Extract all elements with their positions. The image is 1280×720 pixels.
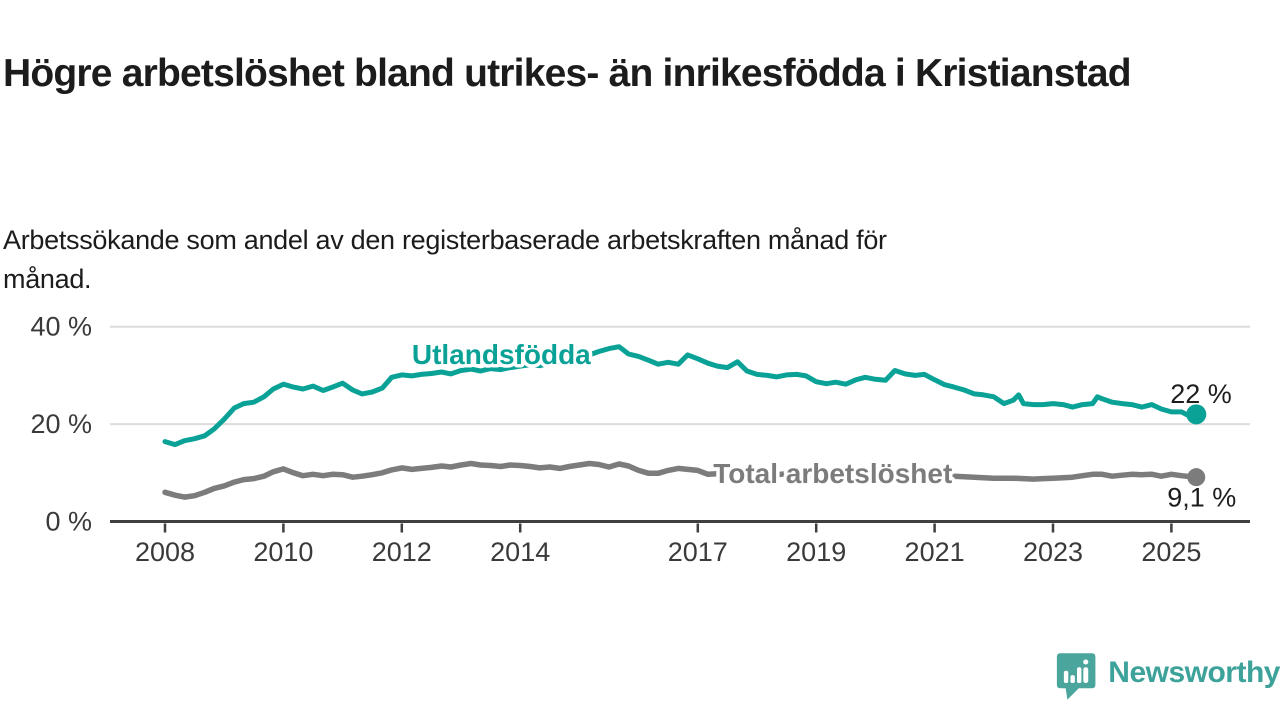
newsworthy-logo: Newsworthy xyxy=(1056,646,1280,706)
x-tick-label: 2012 xyxy=(372,537,432,567)
series-end-dot xyxy=(1186,404,1207,425)
x-tick-label: 2017 xyxy=(668,537,728,567)
speech-bubble-bar-chart-icon xyxy=(1056,653,1096,700)
line-chart: 0 % 20 % 40 % 2008 2010 2012 2014 2017 2019 2021 2… xyxy=(30,312,1250,567)
exclamation-dot xyxy=(1083,659,1089,665)
x-tick-label: 2025 xyxy=(1141,537,1201,567)
series-label: Utlandsfödda xyxy=(412,339,591,370)
speech-bubble-shape xyxy=(1056,653,1096,700)
subtitle-line-2: månad. xyxy=(3,264,92,295)
annotation-label: 9,1 % xyxy=(1167,482,1236,512)
chart-subtitle: Arbetssökande som andel av den registerb… xyxy=(3,221,1213,299)
series-line-total-arbetsl-shet xyxy=(162,460,1200,500)
x-tick-label: 2019 xyxy=(786,537,846,567)
bar-1 xyxy=(1063,670,1069,684)
subtitle-line-1: Arbetssökande som andel av den registerb… xyxy=(3,225,887,255)
x-tick-label: 2008 xyxy=(135,537,195,567)
exclamation-bar xyxy=(1083,667,1089,684)
bar-3 xyxy=(1077,667,1082,684)
y-tick-label: 0 % xyxy=(45,507,92,537)
brand-name: Newsworthy xyxy=(1108,656,1280,689)
annotation-label: 22 % xyxy=(1170,379,1232,409)
series-end-dot xyxy=(1187,468,1206,487)
series-line-utlandsf-dda xyxy=(162,344,1199,448)
page-title: Högre arbetslöshet bland utrikes- än inr… xyxy=(3,52,1132,96)
y-tick-label: 20 % xyxy=(30,409,92,439)
x-tick-label: 2014 xyxy=(490,537,550,567)
x-tick-label: 2021 xyxy=(905,537,965,567)
x-tick-label: 2023 xyxy=(1023,537,1083,567)
x-tick-label: 2010 xyxy=(253,537,313,567)
bar-2 xyxy=(1070,675,1075,684)
series-label: Total arbetslöshet xyxy=(713,458,952,489)
y-tick-label: 40 % xyxy=(30,312,92,342)
